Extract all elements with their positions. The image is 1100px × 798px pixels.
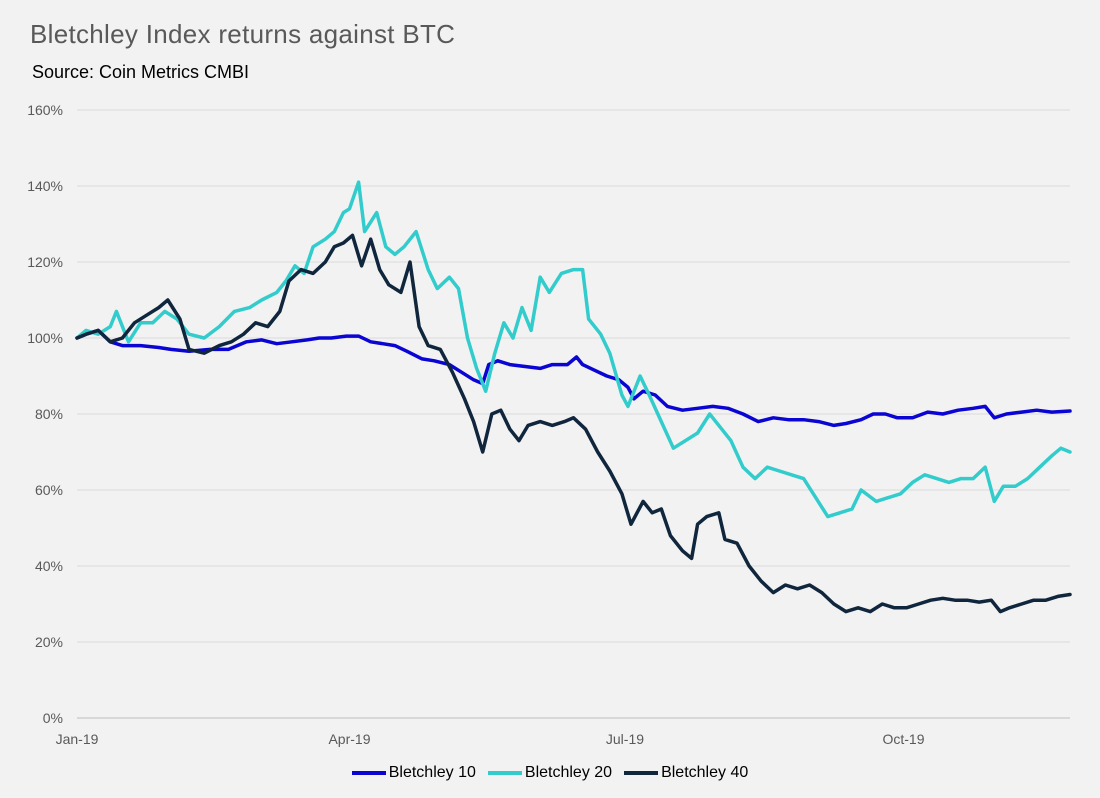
x-tick-label: Apr-19 [328, 731, 370, 747]
legend-item: Bletchley 10 [351, 764, 476, 782]
legend-item: Bletchley 20 [487, 764, 613, 782]
x-tick-label: Oct-19 [882, 731, 924, 747]
y-tick-label: 100% [27, 330, 63, 346]
gridlines [77, 109, 1070, 643]
x-tick-label: Jan-19 [56, 731, 99, 747]
y-tick-label: 40% [35, 558, 63, 574]
series-line-bletchley-10 [75, 328, 1072, 428]
axes: 0% 20% 40% 60% 80% 100% 120% 140% 160% Jan-19 Apr-… [27, 102, 1070, 747]
x-tick-label: Jul-19 [606, 731, 644, 747]
series-line-bletchley-40 [75, 233, 1072, 614]
y-tick-label: 140% [27, 178, 63, 194]
y-tick-label: 0% [43, 710, 63, 726]
chart-subtitle: Source: Coin Metrics CMBI [32, 62, 250, 82]
chart-legend: Bletchley 10 Bletchley 20 Bletchley 40 [0, 764, 1100, 782]
y-tick-label: 20% [35, 634, 63, 650]
legend-label: Bletchley 10 [388, 764, 476, 781]
chart-title: Bletchley Index returns against BTC [30, 19, 456, 49]
y-tick-label: 160% [27, 102, 63, 118]
legend-item: Bletchley 40 [624, 764, 748, 782]
y-tick-label: 80% [35, 406, 63, 422]
legend-swatch [624, 771, 659, 775]
legend-label: Bletchley 40 [661, 764, 749, 781]
legend-swatch [351, 771, 386, 775]
y-tick-label: 60% [35, 482, 63, 498]
series-line-bletchley-20 [75, 180, 1072, 519]
legend-label: Bletchley 20 [524, 764, 613, 781]
y-tick-label: 120% [27, 254, 63, 270]
legend-swatch [487, 771, 522, 775]
series-lines [75, 180, 1072, 614]
